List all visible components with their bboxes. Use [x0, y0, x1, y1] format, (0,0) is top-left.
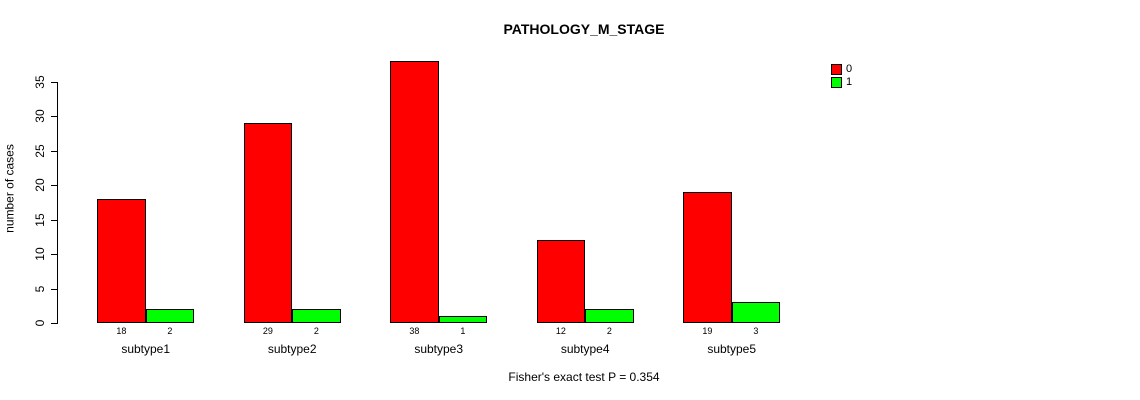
y-axis-tick	[51, 254, 57, 255]
bar-0-subtype5	[683, 191, 732, 323]
legend-swatch	[831, 77, 842, 88]
bar-1-subtype5	[731, 302, 781, 323]
y-axis-tick-label: 20	[33, 178, 47, 192]
bar-value-label: 1	[460, 326, 466, 336]
annotation-text: Fisher's exact test P = 0.354	[508, 370, 660, 384]
y-axis-label: number of cases	[2, 144, 17, 233]
bar-value-label: 18	[116, 326, 127, 336]
bar-0-subtype4	[536, 240, 586, 323]
chart-title: PATHOLOGY_M_STAGE	[503, 21, 665, 37]
bar-0-subtype2	[243, 122, 293, 323]
x-axis-category-label: subtype4	[560, 342, 610, 356]
y-axis-tick-label: 0	[33, 319, 47, 327]
bar-value-label: 19	[702, 326, 713, 336]
bar-value-label: 2	[167, 326, 173, 336]
legend-item: 1	[831, 77, 852, 88]
y-axis-tick	[51, 323, 57, 324]
y-axis-tick	[51, 219, 57, 221]
y-axis-tick-label: 30	[33, 109, 47, 123]
bar-value-label: 3	[753, 326, 759, 336]
bar-0-subtype1	[97, 198, 146, 323]
y-axis-tick-label: 35	[33, 74, 47, 89]
bar-value-label: 12	[555, 326, 566, 336]
y-axis-tick	[51, 81, 57, 83]
y-axis-line	[57, 81, 58, 324]
x-axis-category-label: subtype5	[707, 342, 757, 356]
y-axis-tick	[51, 116, 57, 117]
legend-item: 0	[831, 64, 852, 75]
bar-1-subtype2	[292, 309, 341, 323]
legend-label: 1	[846, 76, 853, 88]
bar-value-label: 38	[409, 326, 420, 336]
legend-label: 0	[846, 63, 853, 75]
y-axis-tick-label: 10	[33, 247, 47, 261]
y-axis-tick-label: 15	[33, 212, 47, 227]
bar-value-label: 29	[262, 326, 273, 336]
y-axis-tick	[51, 185, 57, 186]
bar-1-subtype3	[438, 316, 488, 323]
y-axis-tick	[51, 150, 57, 152]
bar-value-label: 2	[313, 326, 319, 336]
bar-value-label: 2	[606, 326, 612, 336]
y-axis-tick-label: 5	[33, 285, 47, 292]
y-axis-tick	[51, 288, 57, 290]
legend-swatch	[831, 64, 842, 75]
x-axis-category-label: subtype1	[121, 342, 171, 356]
y-axis-tick-label: 25	[33, 143, 47, 158]
x-axis-category-label: subtype2	[267, 342, 317, 356]
bar-1-subtype1	[145, 309, 195, 323]
x-axis-category-label: subtype3	[414, 342, 464, 356]
bar-1-subtype4	[585, 309, 634, 323]
bar-0-subtype3	[390, 60, 439, 323]
